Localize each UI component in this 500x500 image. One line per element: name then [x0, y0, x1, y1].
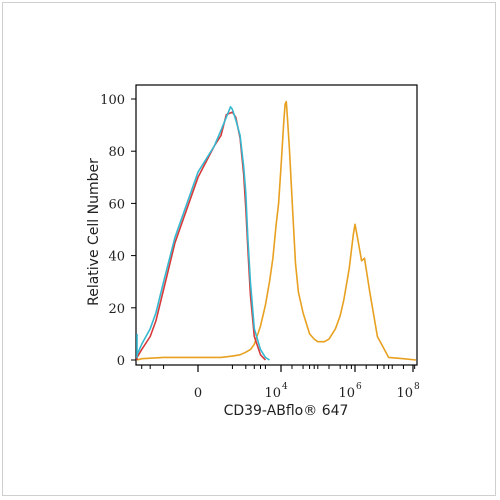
x-axis-title: CD39-ABflo® 647	[224, 403, 349, 419]
y-tick-label: 60	[108, 197, 125, 212]
histogram-series-1	[136, 100, 417, 361]
y-axis: 0 20 40 60 80 100	[100, 93, 136, 369]
x-tick-label: 0	[194, 386, 202, 401]
x-tick-label: 10	[264, 386, 281, 401]
x-tick-exponent: 8	[414, 382, 420, 392]
series-layer	[136, 100, 417, 361]
y-tick-label: 80	[108, 145, 125, 160]
histogram-series-2	[136, 111, 266, 361]
y-tick-label: 20	[108, 302, 125, 317]
y-tick-label: 100	[100, 93, 125, 108]
x-axis: 0 10 4 10 6 10 8	[141, 365, 420, 401]
plot-area-border	[135, 84, 418, 366]
y-tick-label: 40	[108, 250, 125, 265]
x-tick-exponent: 6	[356, 382, 362, 392]
y-axis-title: Relative Cell Number	[86, 158, 102, 306]
x-tick-label: 10	[338, 386, 355, 401]
x-tick-exponent: 4	[282, 382, 288, 392]
x-tick-label: 10	[396, 386, 413, 401]
y-tick-label: 0	[117, 354, 125, 369]
histogram-series-3	[136, 106, 270, 361]
